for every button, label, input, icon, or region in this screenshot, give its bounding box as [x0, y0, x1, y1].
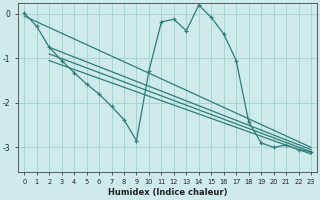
X-axis label: Humidex (Indice chaleur): Humidex (Indice chaleur)	[108, 188, 228, 197]
